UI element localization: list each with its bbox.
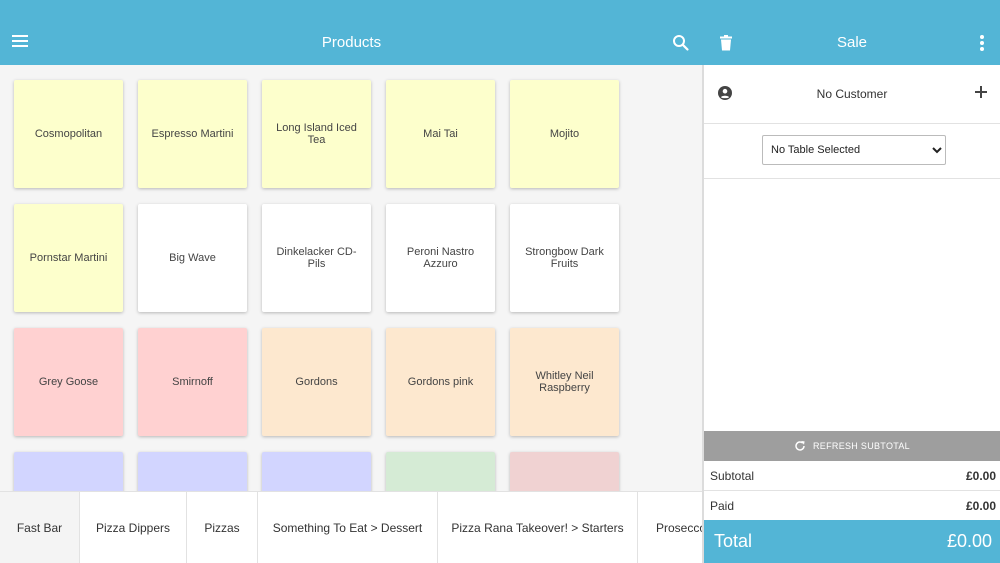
refresh-icon <box>795 441 805 451</box>
product-tile-grey-goose[interactable]: Grey Goose <box>14 328 123 436</box>
category-tab-pizza-dippers[interactable]: Pizza Dippers <box>80 492 187 563</box>
product-tile-gordons-pink[interactable]: Gordons pink <box>386 328 495 436</box>
subtotal-label: Subtotal <box>710 469 755 483</box>
product-tile-mojito[interactable]: Mojito <box>510 80 619 188</box>
product-tile-item-16[interactable] <box>138 452 247 491</box>
category-tab-starters[interactable]: Pizza Rana Takeover! > Starters <box>438 492 638 563</box>
product-tile-espresso-martini[interactable]: Espresso Martini <box>138 80 247 188</box>
search-icon[interactable] <box>672 34 690 52</box>
sale-title: Sale <box>836 34 868 51</box>
subtotal-value: £0.00 <box>965 469 996 483</box>
account-circle-icon <box>718 86 732 100</box>
refresh-label: REFRESH SUBTOTAL <box>813 441 910 451</box>
panel-divider <box>702 0 704 563</box>
more-vertical-icon[interactable] <box>978 35 986 51</box>
product-tile-peroni-nastro-azzuro[interactable]: Peroni Nastro Azzuro <box>386 204 495 312</box>
product-tile-whitley-neil-raspberry[interactable]: Whitley Neil Raspberry <box>510 328 619 436</box>
category-tab-prosecco[interactable]: Prosecco <box>656 521 702 535</box>
category-tab-pizzas[interactable]: Pizzas <box>187 492 258 563</box>
category-bar: Fast Bar Pizza Dippers Pizzas Something … <box>0 491 702 563</box>
hamburger-menu-icon[interactable] <box>12 34 29 48</box>
product-tile-long-island-iced-tea[interactable]: Long Island Iced Tea <box>262 80 371 188</box>
product-tile-item-18[interactable] <box>386 452 495 491</box>
category-tab-dessert[interactable]: Something To Eat > Dessert <box>258 492 438 563</box>
total-bar[interactable]: Total £0.00 <box>704 520 1000 563</box>
customer-label: No Customer <box>816 87 888 101</box>
customer-row[interactable]: No Customer <box>704 65 1000 124</box>
sale-panel: No Customer No Table Selected REFRESH SU… <box>704 65 1000 563</box>
subtotal-row: Subtotal £0.00 <box>704 461 1000 491</box>
total-value: £0.00 <box>946 531 992 551</box>
trash-icon[interactable] <box>719 35 733 51</box>
plus-icon[interactable] <box>974 85 988 99</box>
paid-label: Paid <box>710 499 735 513</box>
total-label: Total <box>714 531 753 551</box>
product-tile-big-wave[interactable]: Big Wave <box>138 204 247 312</box>
product-tile-dinkelacker-cd-pils[interactable]: Dinkelacker CD-Pils <box>262 204 371 312</box>
product-tile-item-17[interactable] <box>262 452 371 491</box>
paid-row: Paid £0.00 <box>704 491 1000 521</box>
paid-value: £0.00 <box>965 499 996 513</box>
product-tile-smirnoff[interactable]: Smirnoff <box>138 328 247 436</box>
product-tile-item-19[interactable] <box>510 452 619 491</box>
refresh-subtotal-button[interactable]: REFRESH SUBTOTAL <box>704 431 1000 461</box>
category-tab-fast-bar[interactable]: Fast Bar <box>0 492 80 563</box>
page-title: Products <box>321 34 382 51</box>
sale-header: Sale <box>704 0 1000 65</box>
product-tile-strongbow-dark-fruits[interactable]: Strongbow Dark Fruits <box>510 204 619 312</box>
products-header: Products <box>0 0 703 65</box>
table-row: No Table Selected <box>704 124 1000 179</box>
product-tile-cosmopolitan[interactable]: Cosmopolitan <box>14 80 123 188</box>
product-tile-pornstar-martini[interactable]: Pornstar Martini <box>14 204 123 312</box>
product-tile-mai-tai[interactable]: Mai Tai <box>386 80 495 188</box>
product-tile-item-15[interactable] <box>14 452 123 491</box>
table-select[interactable]: No Table Selected <box>762 135 946 165</box>
product-grid: Cosmopolitan Espresso Martini Long Island … <box>0 65 702 491</box>
product-tile-gordons[interactable]: Gordons <box>262 328 371 436</box>
header-divider <box>702 0 704 65</box>
